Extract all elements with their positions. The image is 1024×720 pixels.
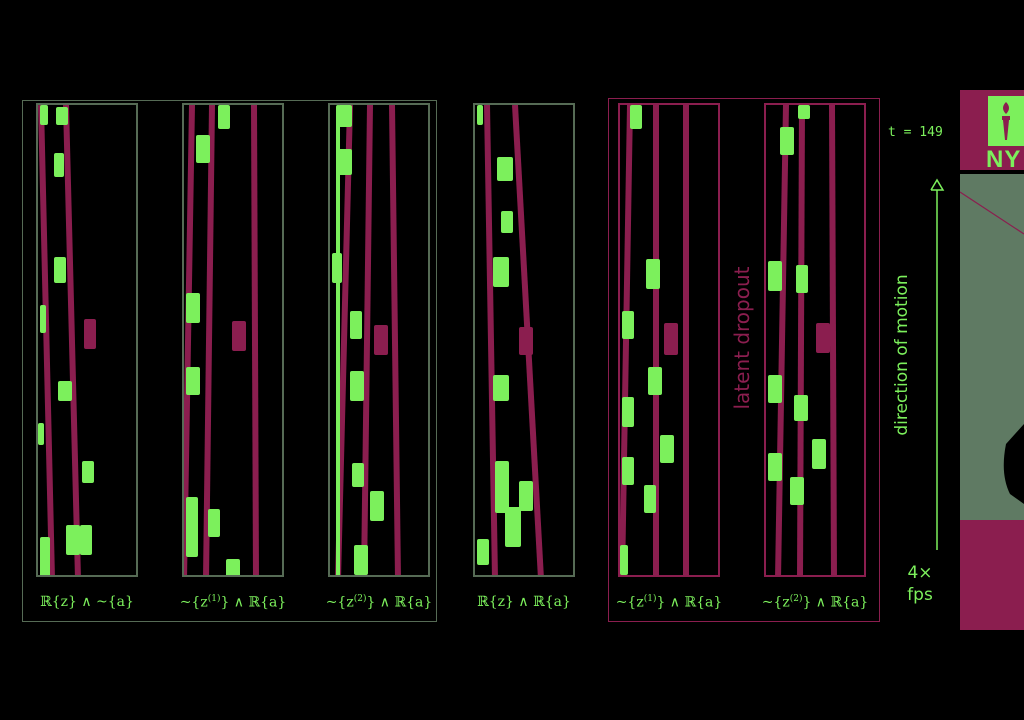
vehicle xyxy=(780,127,794,155)
vehicle xyxy=(40,537,50,575)
vehicle xyxy=(768,261,782,291)
vehicle xyxy=(40,305,46,333)
vehicle xyxy=(495,483,509,513)
vehicle xyxy=(644,485,656,513)
lane-line xyxy=(620,105,633,575)
vehicle xyxy=(790,477,804,505)
panel-noise-z2-real-a xyxy=(328,103,430,577)
lane-line xyxy=(203,105,215,575)
lane-line xyxy=(251,105,259,575)
vehicle xyxy=(812,439,826,469)
vehicle xyxy=(82,461,94,483)
vehicle xyxy=(794,395,808,421)
vehicle xyxy=(54,257,66,283)
vehicle xyxy=(338,149,352,175)
vehicle xyxy=(501,211,513,233)
direction-arrow-icon xyxy=(930,178,945,550)
latent-dropout-label: latent dropout xyxy=(730,266,754,410)
vehicle xyxy=(354,545,368,575)
panel-label: ~{z(2)} ∧ ℝ{a} xyxy=(325,594,433,611)
vehicle xyxy=(497,157,513,181)
panel-label: ℝ{z} ∧ ℝ{a} xyxy=(477,594,571,610)
vehicle xyxy=(768,453,782,481)
vehicle xyxy=(186,497,198,557)
lane-line xyxy=(775,105,789,575)
vehicle xyxy=(80,525,92,555)
ego-car xyxy=(664,323,678,355)
ego-car xyxy=(232,321,246,351)
vehicle xyxy=(352,463,364,487)
panel-label: ~{z(1)} ∧ ℝ{a} xyxy=(615,594,723,611)
vehicle xyxy=(38,423,44,445)
ego-car xyxy=(816,323,830,353)
vehicle xyxy=(519,481,533,511)
vehicle xyxy=(646,259,660,289)
vehicle xyxy=(186,293,200,323)
vehicle xyxy=(338,105,352,127)
panel-dropout-z2-real-a xyxy=(764,103,866,577)
vehicle xyxy=(218,105,230,129)
vehicle xyxy=(370,491,384,521)
vehicle xyxy=(477,105,483,125)
lane-line xyxy=(38,105,55,575)
lane-line xyxy=(361,105,373,575)
vehicle xyxy=(58,381,72,401)
panel-real-z-noise-a xyxy=(36,103,138,577)
vehicle xyxy=(622,397,634,427)
vehicle xyxy=(54,153,64,177)
vehicle xyxy=(226,559,240,575)
vehicle xyxy=(196,135,210,163)
vehicle xyxy=(622,457,634,485)
panel-label: ~{z(2)} ∧ ℝ{a} xyxy=(761,594,869,611)
vehicle xyxy=(505,507,521,547)
lane-line xyxy=(829,105,837,575)
vehicle xyxy=(56,107,68,125)
vehicle xyxy=(648,367,662,395)
timestamp-readout: t = 149 xyxy=(888,125,943,140)
vehicle xyxy=(768,375,782,403)
vehicle xyxy=(798,105,810,119)
cropped-logo-strip: NY xyxy=(960,90,1024,630)
vehicle xyxy=(208,509,220,537)
ego-car xyxy=(84,319,96,349)
vehicle xyxy=(620,545,628,575)
vehicle xyxy=(477,539,489,565)
logo-text: NY xyxy=(986,146,1022,173)
vehicle xyxy=(66,525,80,555)
panel-label: ~{z(1)} ∧ ℝ{a} xyxy=(179,594,287,611)
direction-of-motion-label: direction of motion xyxy=(892,274,912,436)
vehicle xyxy=(630,105,642,129)
vehicle xyxy=(622,311,634,339)
vehicle xyxy=(660,435,674,463)
lane-line xyxy=(184,105,195,575)
fps-label: 4× fps xyxy=(907,563,933,605)
vehicle xyxy=(493,257,509,287)
vehicle xyxy=(350,371,364,401)
panel-dropout-z1-real-a xyxy=(618,103,720,577)
lane-line xyxy=(63,105,81,575)
lane-line xyxy=(389,105,401,575)
vehicle xyxy=(40,105,48,125)
panel-real-z-real-a xyxy=(473,103,575,577)
panel-noise-z1-real-a xyxy=(182,103,284,577)
vehicle xyxy=(336,105,340,575)
ego-car xyxy=(519,327,533,355)
vehicle xyxy=(493,375,509,401)
vehicle xyxy=(186,367,200,395)
latent-dropout-group-frame xyxy=(608,98,880,622)
panel-label: ℝ{z} ∧ ~{a} xyxy=(40,594,134,610)
vehicle xyxy=(796,265,808,293)
vehicle xyxy=(350,311,362,339)
ego-car xyxy=(374,325,388,355)
torch-logo-icon xyxy=(988,96,1024,146)
real-z-group-frame xyxy=(22,100,437,622)
lane-line xyxy=(484,105,498,575)
